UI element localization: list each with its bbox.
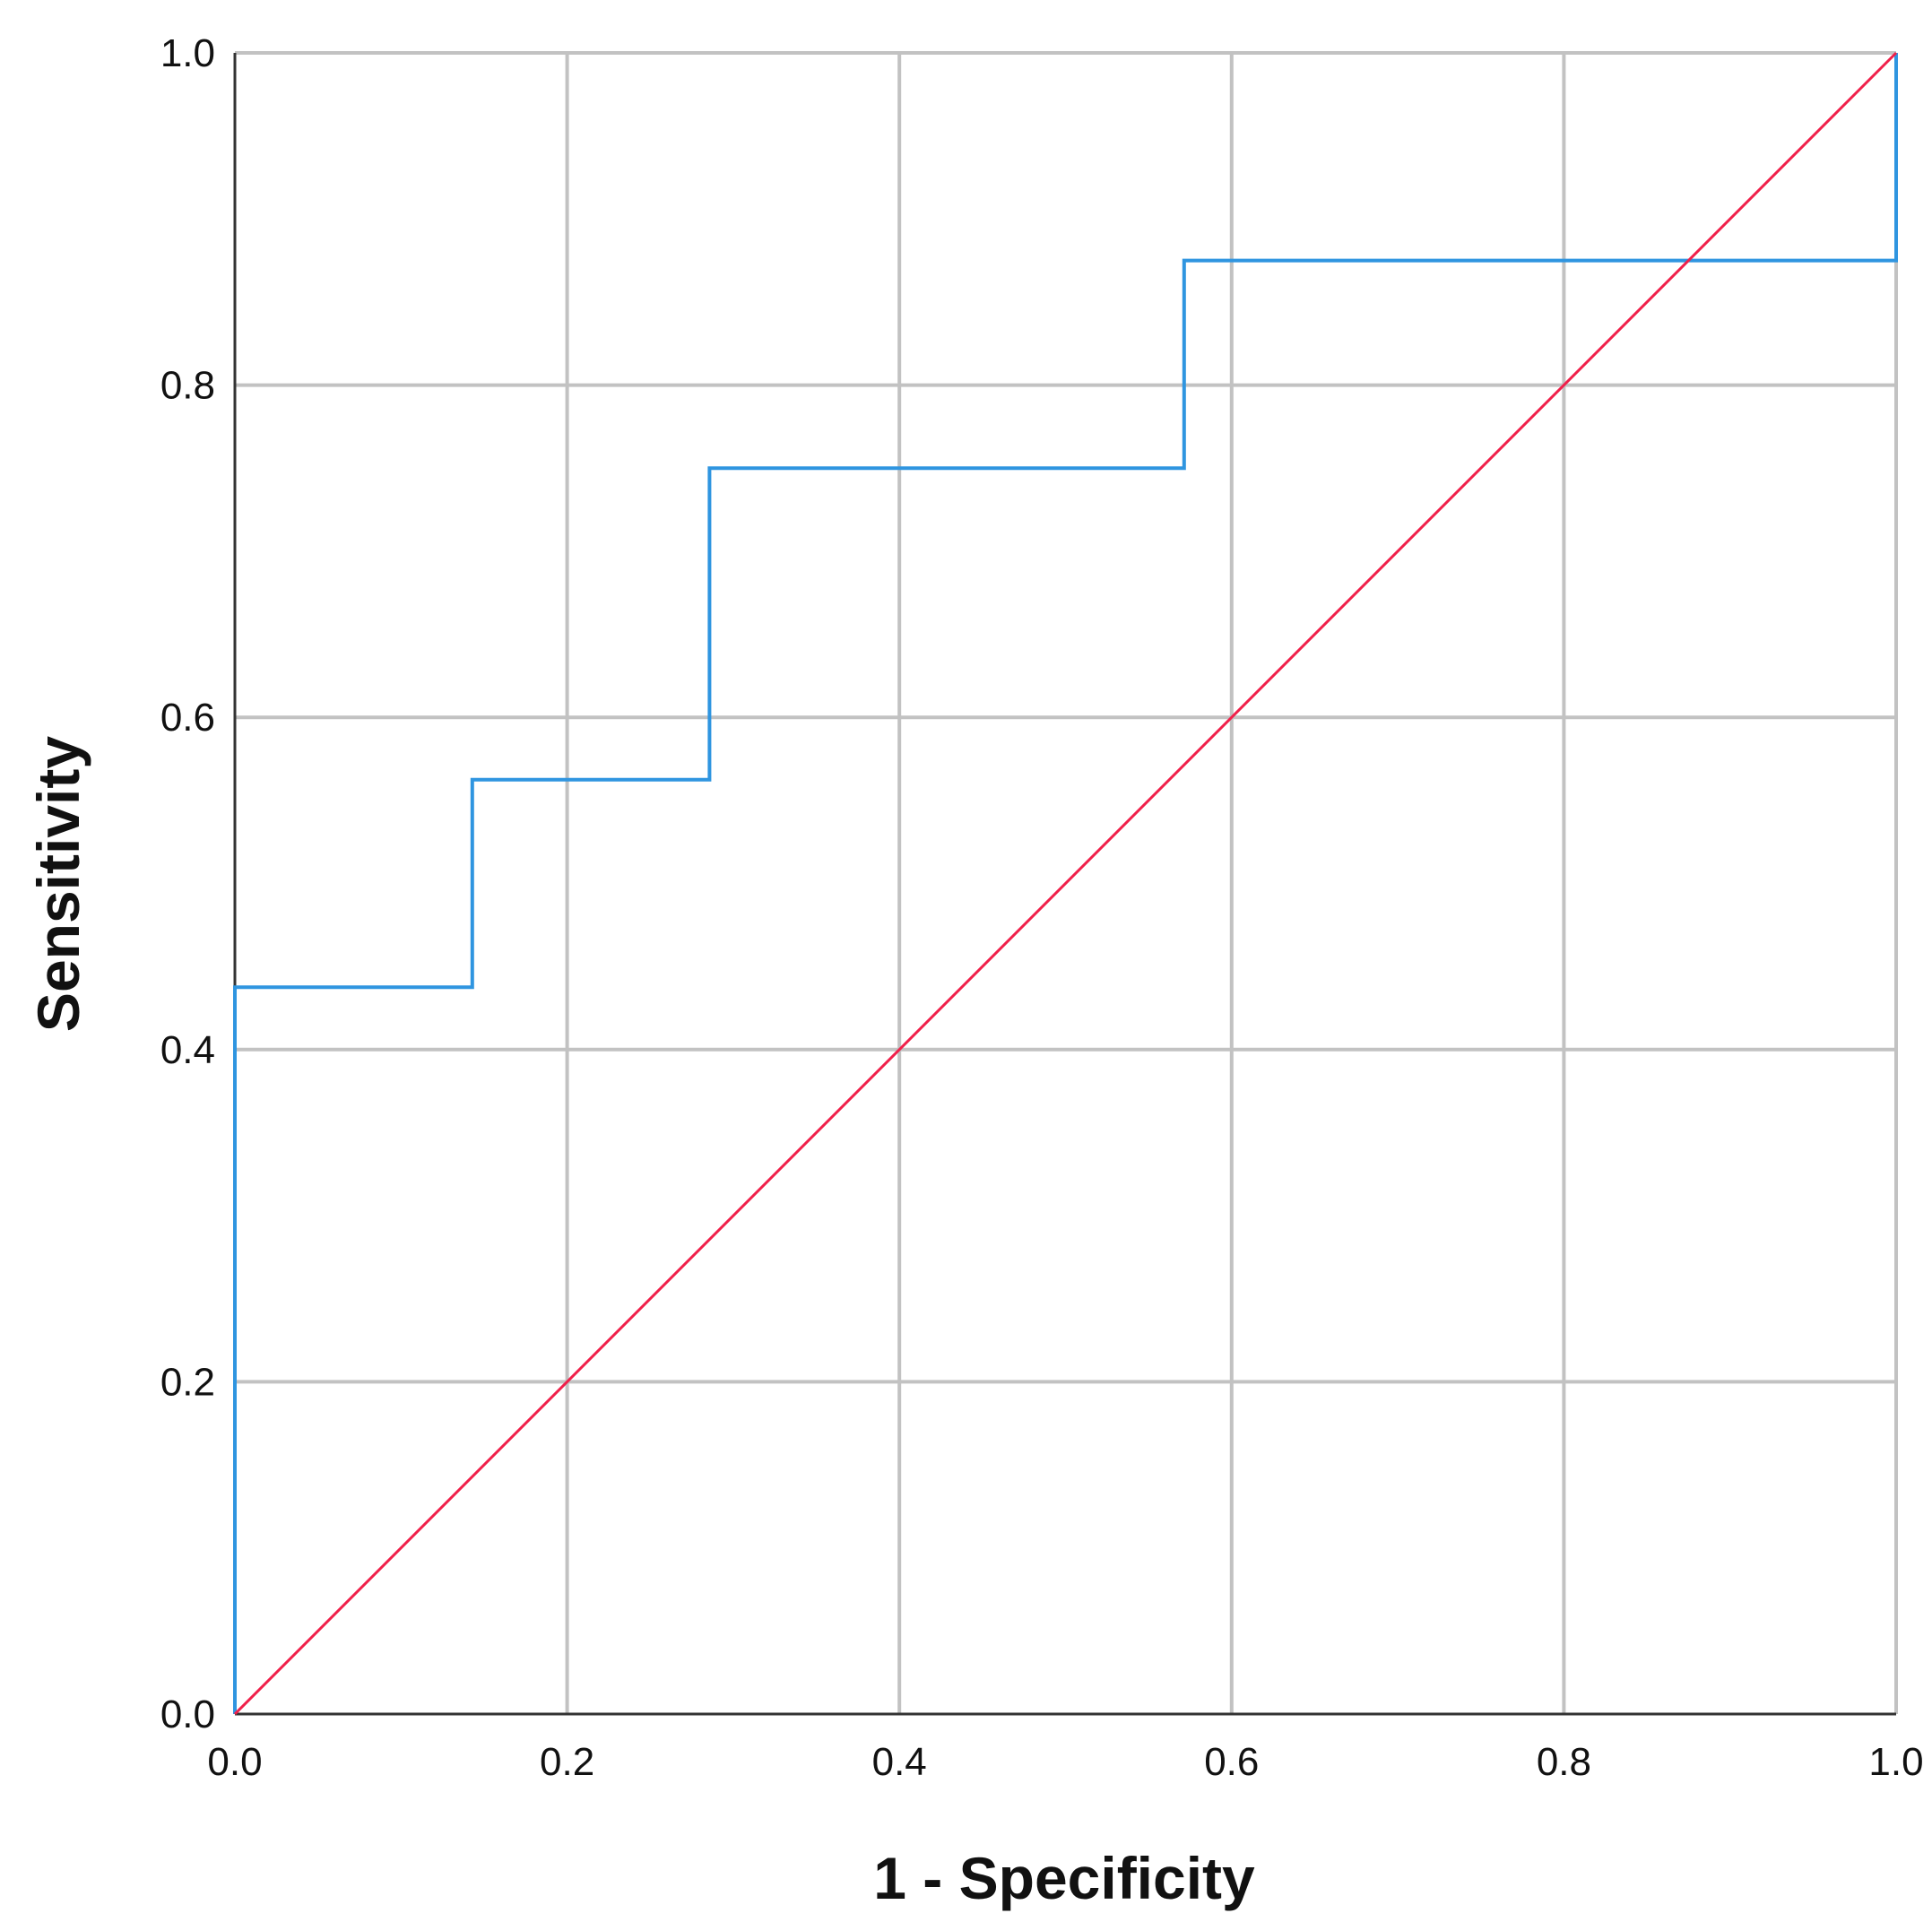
reference-diagonal-line <box>233 51 1898 1716</box>
y-tick-label-1.0: 1.0 <box>160 31 215 75</box>
x-tick-label-0.6: 0.6 <box>1204 1740 1259 1784</box>
y-tick-label-0.4: 0.4 <box>160 1028 215 1072</box>
x-tick-label-1.0: 1.0 <box>1868 1740 1923 1784</box>
x-tick-label-0.0: 0.0 <box>207 1740 262 1784</box>
y-tick-label-0.2: 0.2 <box>160 1360 215 1404</box>
roc-curve-line <box>233 53 1898 1714</box>
y-tick-label-0.6: 0.6 <box>160 696 215 740</box>
x-tick-label-0.2: 0.2 <box>540 1740 594 1784</box>
series-layer <box>233 51 1898 1716</box>
grid-layer <box>235 51 1898 1714</box>
y-axis-title: Sensitivity <box>25 736 91 1032</box>
y-tick-label-0.8: 0.8 <box>160 364 215 408</box>
y-tick-label-0.0: 0.0 <box>160 1693 215 1736</box>
x-tick-label-0.4: 0.4 <box>872 1740 927 1784</box>
x-tick-label-0.8: 0.8 <box>1537 1740 1591 1784</box>
x-axis-title: 1 - Specificity <box>873 1845 1255 1911</box>
tick-label-layer: 0.0 0.2 0.4 0.6 0.8 1.0 0.0 0.2 0.4 0.6 0.8 1.0 <box>160 31 1924 1784</box>
